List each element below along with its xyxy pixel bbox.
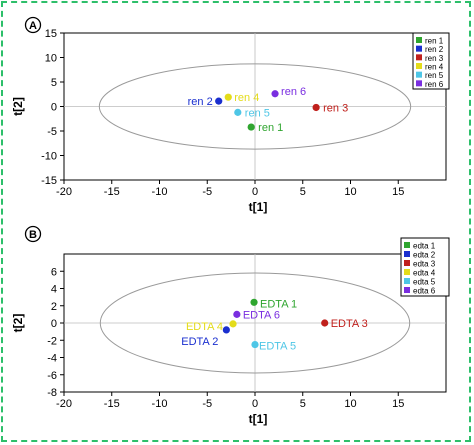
panel-letter: B bbox=[29, 229, 37, 241]
legend-entry: edta 6 bbox=[413, 287, 436, 296]
legend-swatch bbox=[416, 45, 422, 52]
x-tick-label: -15 bbox=[104, 398, 120, 410]
x-tick-label: -20 bbox=[56, 398, 72, 410]
x-tick-label: -5 bbox=[202, 398, 212, 410]
point-label: ren 1 bbox=[258, 122, 283, 134]
x-tick-label: -20 bbox=[56, 186, 72, 198]
data-point-ren-4 bbox=[224, 93, 232, 101]
x-tick-label: 10 bbox=[344, 398, 356, 410]
point-label: EDTA 5 bbox=[259, 341, 296, 353]
legend-entry: ren 5 bbox=[425, 71, 444, 80]
y-tick-label: -15 bbox=[41, 175, 57, 187]
y-axis-title: t[2] bbox=[11, 314, 25, 333]
data-point-ren-3 bbox=[312, 103, 320, 112]
data-point-edta-4 bbox=[229, 320, 237, 328]
data-point-edta-5 bbox=[251, 340, 259, 349]
y-tick-label: -8 bbox=[47, 387, 57, 399]
data-point-ren-5 bbox=[234, 108, 242, 116]
panel-letter-badge bbox=[24, 225, 42, 243]
y-tick-label: -2 bbox=[47, 335, 57, 347]
x-tick-label: -10 bbox=[152, 186, 168, 198]
confidence-ellipse bbox=[99, 272, 411, 374]
point-label: ren 5 bbox=[245, 107, 270, 119]
legend-swatch bbox=[416, 71, 422, 78]
point-label: ren 4 bbox=[234, 92, 259, 104]
legend-entry: edta 3 bbox=[413, 260, 436, 269]
panel-letter: A bbox=[29, 20, 37, 32]
data-point-ren-1 bbox=[247, 123, 255, 131]
point-label: EDTA 6 bbox=[243, 309, 280, 321]
y-tick-label: 15 bbox=[45, 28, 57, 40]
legend-swatch bbox=[416, 80, 422, 87]
legend-entry: ren 3 bbox=[425, 54, 444, 63]
y-tick-label: 10 bbox=[45, 53, 57, 65]
point-label: ren 6 bbox=[281, 86, 306, 98]
point-label: EDTA 3 bbox=[331, 318, 368, 330]
legend-swatch bbox=[416, 63, 422, 69]
legend-swatch bbox=[404, 269, 410, 275]
legend-entry: ren 6 bbox=[425, 80, 444, 89]
panel-a: A-20 -15 -10 -5 0 5 10 15151050-5-10-15t[1]t[2]… bbox=[11, 16, 450, 214]
panel-b: B -20 -15 -10 -5 0 5 10 15 6 4 2 0 -2 -4 -6 -8 t[1] t[2] ED… bbox=[11, 225, 450, 426]
x-tick-label: 15 bbox=[392, 186, 404, 198]
data-point-edta-6 bbox=[233, 310, 241, 318]
y-tick-label: 5 bbox=[51, 77, 57, 89]
y-tick-label: -6 bbox=[47, 370, 57, 382]
y-axis-title: t[2] bbox=[11, 97, 25, 116]
legend-swatch bbox=[404, 242, 410, 248]
x-tick-label: -5 bbox=[202, 186, 212, 198]
confidence-ellipse bbox=[98, 63, 412, 150]
data-point-ren-6 bbox=[271, 90, 279, 98]
legend-entry: ren 4 bbox=[425, 63, 444, 72]
point-label: ren 2 bbox=[188, 96, 213, 108]
y-tick-label: 6 bbox=[51, 266, 57, 278]
legend-swatch bbox=[404, 287, 410, 293]
x-axis-title: t[1] bbox=[249, 412, 268, 426]
legend-entry: edta 1 bbox=[413, 242, 436, 251]
legend-swatch bbox=[404, 278, 410, 284]
y-tick-label: 0 bbox=[51, 102, 57, 114]
legend-entry: ren 2 bbox=[425, 45, 444, 54]
y-tick-label: 4 bbox=[51, 284, 57, 296]
point-label: EDTA 1 bbox=[260, 298, 297, 310]
legend-swatch bbox=[404, 260, 410, 266]
y-tick-label: -5 bbox=[47, 126, 57, 138]
y-tick-label: -10 bbox=[41, 151, 57, 163]
point-label: EDTA 2 bbox=[181, 336, 218, 348]
data-point-edta-3 bbox=[321, 319, 329, 327]
x-tick-label: -15 bbox=[104, 186, 120, 198]
legend-swatch bbox=[404, 251, 410, 257]
y-tick-label: 2 bbox=[51, 301, 57, 313]
y-tick-label: 0 bbox=[51, 318, 57, 330]
data-point-edta-1 bbox=[250, 298, 258, 306]
legend-swatch bbox=[416, 54, 422, 61]
x-tick-label: 0 bbox=[252, 186, 258, 198]
x-axis-title: t[1] bbox=[249, 200, 268, 214]
data-point-ren-2 bbox=[215, 97, 223, 105]
point-label: ren 3 bbox=[323, 102, 348, 114]
legend-entry: ren 1 bbox=[425, 37, 444, 46]
x-tick-label: -10 bbox=[152, 398, 168, 410]
x-tick-label: 5 bbox=[300, 186, 306, 198]
legend-entry: edta 5 bbox=[413, 278, 436, 287]
panel-letter-badge bbox=[24, 16, 42, 34]
x-tick-label: 5 bbox=[300, 398, 306, 410]
x-tick-label: 0 bbox=[252, 398, 258, 410]
x-tick-label: 15 bbox=[392, 398, 404, 410]
point-label: EDTA 4 bbox=[186, 321, 223, 333]
legend-entry: edta 2 bbox=[413, 251, 436, 260]
x-tick-label: 10 bbox=[344, 186, 356, 198]
legend-entry: edta 4 bbox=[413, 269, 436, 278]
legend-swatch bbox=[416, 37, 422, 43]
data-point-edta-2 bbox=[222, 326, 230, 334]
y-tick-label: -4 bbox=[47, 353, 57, 365]
